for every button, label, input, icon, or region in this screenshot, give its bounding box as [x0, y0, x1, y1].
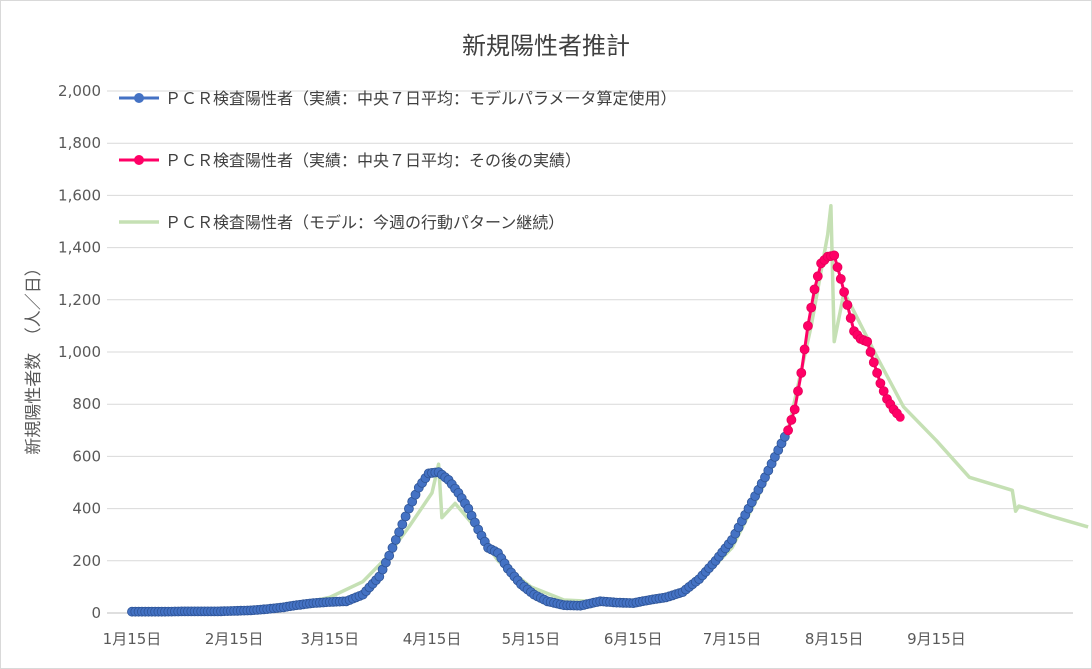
series-group — [127, 204, 1089, 617]
data-point — [835, 273, 846, 284]
data-point — [895, 412, 905, 422]
data-point — [842, 300, 853, 310]
y-tick-label: 1,600 — [58, 186, 101, 204]
chart-title: 新規陽性者推計 — [462, 32, 630, 60]
data-point — [796, 367, 807, 378]
gridlines — [107, 90, 1073, 614]
data-point — [865, 347, 876, 357]
legend-label: ＰＣＲ検査陽性者（モデル：今週の行動パターン継続） — [165, 213, 564, 232]
y-tick-label: 1,400 — [58, 239, 101, 257]
data-point — [862, 336, 873, 347]
legend-marker — [134, 155, 144, 165]
y-tick-label: 1,800 — [58, 134, 101, 152]
y-tick-label: 1,200 — [58, 291, 101, 309]
series-2 — [131, 204, 1089, 614]
y-tick-label: 800 — [72, 395, 101, 413]
legend-label: ＰＣＲ検査陽性者（実績：中央７日平均：モデルパラメータ算定使用） — [165, 89, 677, 108]
data-point — [832, 262, 843, 273]
data-point — [845, 313, 856, 324]
data-point — [789, 404, 800, 415]
y-tick-label: 200 — [72, 552, 101, 570]
x-axis-tick-labels: 1月15日 2月15日 3月15日 4月15日 5月15日 6月15日 7月15日 8月15日… — [103, 630, 966, 648]
data-point — [868, 357, 879, 368]
y-axis-title: 新規陽性者数 （人／日） — [24, 259, 44, 455]
data-point — [799, 344, 810, 355]
legend-item: ＰＣＲ検査陽性者（実績：中央７日平均：その後の実績） — [119, 151, 581, 170]
data-point — [783, 425, 793, 436]
data-point — [793, 386, 803, 397]
y-tick-label: 2,000 — [58, 82, 101, 100]
legend-label: ＰＣＲ検査陽性者（実績：中央７日平均：その後の実績） — [165, 151, 581, 170]
x-tick-label: 4月15日 — [403, 630, 462, 648]
data-point — [872, 367, 882, 378]
series-1 — [783, 250, 905, 436]
x-tick-label: 2月15日 — [205, 630, 264, 648]
data-point — [809, 284, 820, 295]
data-point — [812, 271, 823, 282]
series-line — [131, 204, 1089, 614]
x-tick-label: 8月15日 — [805, 630, 864, 648]
legend-item: ＰＣＲ検査陽性者（実績：中央７日平均：モデルパラメータ算定使用） — [119, 89, 677, 108]
y-tick-label: 600 — [72, 447, 101, 465]
data-point — [839, 287, 849, 297]
y-tick-label: 1,000 — [58, 343, 101, 361]
x-tick-label: 9月15日 — [907, 630, 966, 648]
x-tick-label: 7月15日 — [703, 630, 762, 648]
x-tick-label: 5月15日 — [502, 630, 561, 648]
y-tick-label: 0 — [91, 604, 101, 622]
data-point — [786, 414, 797, 425]
y-axis-tick-labels: 0 200 400 600 800 1,000 1,200 1,400 1,600 1,800 2,… — [58, 82, 101, 622]
legend: ＰＣＲ検査陽性者（実績：中央７日平均：モデルパラメータ算定使用） ＰＣＲ検査陽性者… — [119, 89, 677, 232]
x-tick-label: 1月15日 — [103, 630, 162, 648]
legend-marker — [134, 93, 144, 103]
data-point — [829, 250, 840, 261]
y-tick-label: 400 — [72, 500, 101, 518]
data-point — [803, 320, 813, 331]
legend-item: ＰＣＲ検査陽性者（モデル：今週の行動パターン継続） — [119, 213, 564, 232]
data-point — [806, 302, 817, 313]
x-tick-label: 6月15日 — [604, 630, 663, 648]
series-0 — [127, 425, 793, 617]
x-tick-label: 3月15日 — [300, 630, 359, 648]
